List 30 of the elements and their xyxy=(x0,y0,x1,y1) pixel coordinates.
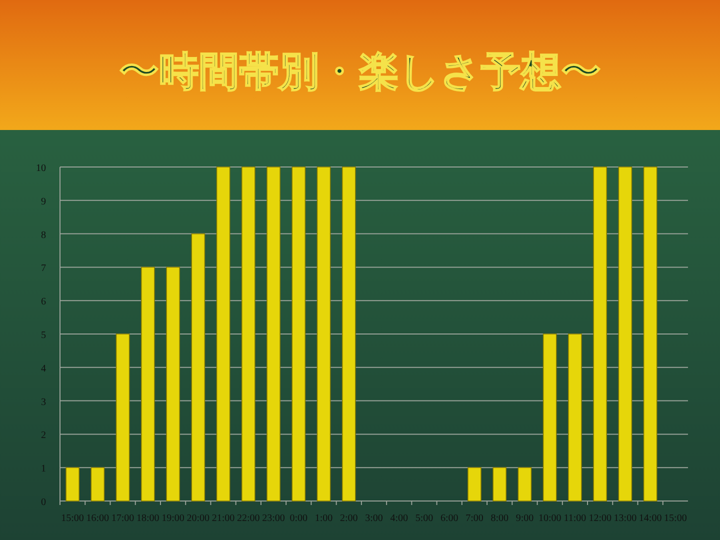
y-tick-label: 5 xyxy=(41,330,46,341)
y-tick-label: 10 xyxy=(36,163,46,174)
bar xyxy=(116,334,130,502)
bar xyxy=(90,467,105,502)
y-tick-label: 2 xyxy=(41,430,46,442)
y-tick-label: 6 xyxy=(41,296,46,308)
y-tick-label: 8 xyxy=(41,230,46,241)
bar xyxy=(292,166,306,502)
bar xyxy=(518,467,532,502)
bar xyxy=(191,233,206,502)
bar xyxy=(316,166,331,502)
bar xyxy=(593,166,608,502)
bar xyxy=(140,266,155,502)
bar xyxy=(643,166,658,502)
y-tick-label: 7 xyxy=(41,263,46,274)
bar xyxy=(66,467,80,502)
bar xyxy=(492,467,507,502)
bar xyxy=(468,467,482,502)
bar xyxy=(568,334,582,502)
bar xyxy=(342,166,356,502)
y-tick-label: 3 xyxy=(41,396,46,408)
bar xyxy=(241,166,256,502)
y-tick-label: 9 xyxy=(41,196,46,208)
bar xyxy=(166,266,180,502)
y-tick-label: 4 xyxy=(41,363,46,374)
bar xyxy=(542,334,557,502)
bar xyxy=(618,166,632,502)
chart-title: 〜時間帯別・楽しさ予想〜 xyxy=(119,49,601,95)
bar xyxy=(266,166,280,502)
bar xyxy=(216,166,230,502)
